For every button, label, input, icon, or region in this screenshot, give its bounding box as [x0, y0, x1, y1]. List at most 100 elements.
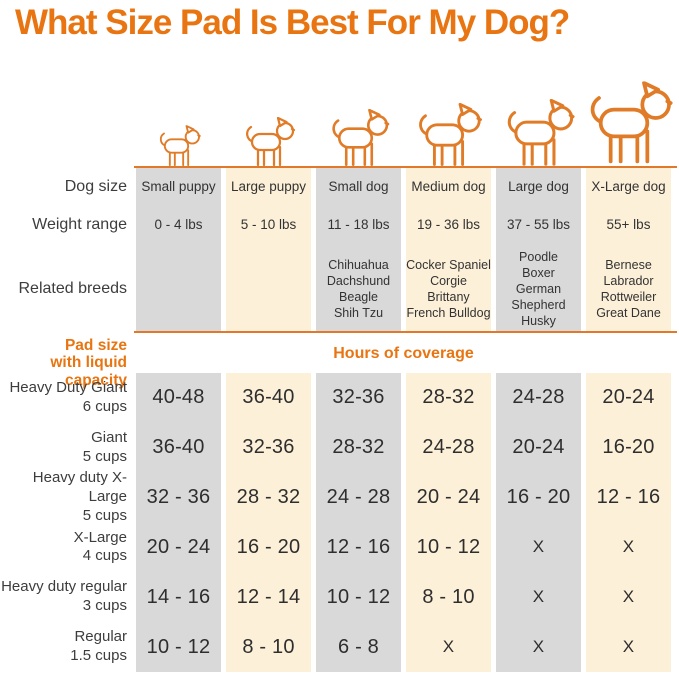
breed-name: Cocker Spaniel — [406, 258, 491, 272]
cell-dog-size: Medium dog — [411, 179, 486, 195]
cell-related-breeds: Poodle Boxer German Shepherd Husky — [496, 246, 581, 332]
cell-dog-size: Large puppy — [230, 179, 307, 195]
column-band-upper — [226, 168, 311, 332]
pad-cell-hours: 10 - 12 — [146, 635, 211, 658]
cell-dog-size: X-Large dog — [591, 179, 666, 195]
hours-of-coverage-header: Hours of coverage — [333, 345, 474, 362]
column-band-lower — [586, 373, 671, 672]
pad-cell-hours: 24-28 — [422, 436, 475, 459]
pad-cell-hours: X — [442, 637, 455, 657]
dog-icon — [579, 79, 679, 167]
pad-row-name: Regular — [74, 628, 127, 646]
section-divider — [134, 331, 677, 333]
pad-size-label: Pad size with liquid capacity — [0, 337, 131, 389]
column-band-upper — [496, 168, 581, 332]
pad-cell-hours: 6 - 8 — [337, 635, 380, 658]
dog-icon — [410, 103, 487, 167]
pad-row-capacity: 4 cups — [82, 547, 127, 565]
pad-cell-hours: 36-40 — [152, 436, 205, 459]
pad-cell-hours: 10 - 12 — [326, 585, 391, 608]
pad-row-capacity: 3 cups — [82, 597, 127, 615]
pad-row-label: Giant 5 cups — [0, 423, 131, 473]
pad-cell-hours: 20 - 24 — [416, 486, 481, 509]
pad-row-capacity: 5 cups — [82, 447, 127, 465]
pad-row-label: Heavy duty regular 3 cups — [0, 572, 131, 622]
pad-cell-hours: X — [622, 537, 635, 557]
breed-name: Rottweiler — [600, 290, 657, 304]
dog-icon — [324, 109, 394, 167]
pad-cell-hours: 32 - 36 — [146, 486, 211, 509]
breed-name: French Bulldog — [406, 306, 491, 320]
column-band-upper — [316, 168, 401, 332]
pad-row-name: Heavy duty X-Large — [32, 469, 127, 506]
pad-row-label: Regular 1.5 cups — [0, 622, 131, 672]
column-band-lower — [226, 373, 311, 672]
breed-name: Beagle — [339, 290, 378, 304]
pad-row-name: X-Large — [73, 528, 127, 546]
pad-row-name: Giant — [91, 428, 127, 446]
cell-related-breeds: Cocker Spaniel Corgie Brittany French Bulld… — [406, 246, 491, 332]
pad-cell-hours: 16-20 — [602, 436, 655, 459]
dog-size-row: Dog size Small puppy Large puppy Small dog… — [0, 170, 671, 204]
pad-cell-hours: X — [622, 587, 635, 607]
pad-cell-hours: 20-24 — [602, 386, 655, 409]
cell-weight-range: 19 - 36 lbs — [416, 217, 481, 233]
cell-dog-size: Small puppy — [141, 179, 216, 195]
column-band-lower — [406, 373, 491, 672]
column-band-upper — [406, 168, 491, 332]
breed-name: Shih Tzu — [333, 306, 384, 320]
pad-row-capacity: 5 cups — [82, 506, 127, 524]
pad-cell-hours: 16 - 20 — [236, 535, 301, 558]
pad-cell-hours: 10 - 12 — [416, 535, 481, 558]
dog-size-label: Dog size — [64, 178, 127, 196]
baseline-divider — [134, 166, 677, 168]
pad-cell-hours: 12 - 16 — [596, 486, 661, 509]
pad-cell-hours: 12 - 14 — [236, 585, 301, 608]
pad-cell-hours: 40-48 — [152, 386, 205, 409]
weight-range-row: Weight range 0 - 4 lbs 5 - 10 lbs 11 - 18 … — [0, 204, 671, 246]
pad-cell-hours: X — [532, 587, 545, 607]
pad-cell-hours: 32-36 — [242, 436, 295, 459]
pad-cell-hours: 8 - 10 — [242, 635, 295, 658]
pad-row-label: Heavy Duty Giant 6 cups — [0, 373, 131, 423]
pad-cell-hours: 28 - 32 — [236, 486, 301, 509]
breed-name: Poodle — [519, 250, 558, 264]
pad-row-capacity: 6 cups — [82, 397, 127, 415]
cell-related-breeds — [136, 246, 221, 332]
pad-cell-hours: 36-40 — [242, 386, 295, 409]
column-band-upper — [136, 168, 221, 332]
breed-name: Dachshund — [326, 274, 391, 288]
pad-row-capacity: 1.5 cups — [70, 647, 127, 665]
breed-name: Labrador — [603, 274, 654, 288]
pad-cell-hours: 20-24 — [512, 436, 565, 459]
breed-name: Husky — [521, 314, 556, 328]
pad-cell-hours: X — [532, 537, 545, 557]
pad-size-label-line2: with liquid capacity — [50, 354, 127, 389]
pad-row-label: Heavy duty X-Large 5 cups — [0, 469, 131, 524]
column-band-lower — [316, 373, 401, 672]
pad-size-label-line1: Pad size — [64, 337, 127, 354]
breed-name: Bernese — [605, 258, 652, 272]
cell-weight-range: 0 - 4 lbs — [154, 217, 203, 233]
pad-row-label: X-Large 4 cups — [0, 522, 131, 572]
cell-related-breeds — [226, 246, 311, 332]
cell-weight-range: 37 - 55 lbs — [506, 217, 571, 233]
pad-grid: Heavy Duty Giant 6 cups 40-48 36-40 32-36 28-… — [0, 373, 671, 672]
pad-cell-hours: 8 - 10 — [422, 585, 475, 608]
breed-name: Corgie — [430, 274, 467, 288]
pad-cell-hours: 28-32 — [422, 386, 475, 409]
cell-weight-range: 5 - 10 lbs — [240, 217, 297, 233]
pad-cell-hours: 24-28 — [512, 386, 565, 409]
breed-name: Chihuahua — [328, 258, 389, 272]
cell-weight-range: 55+ lbs — [606, 217, 651, 233]
pad-cell-hours: 16 - 20 — [506, 486, 571, 509]
cell-dog-size: Small dog — [328, 179, 389, 195]
related-breeds-label: Related breeds — [18, 280, 127, 298]
pad-row-name: Heavy Duty Giant — [9, 379, 127, 397]
pad-cell-hours: 28-32 — [332, 436, 385, 459]
weight-range-label: Weight range — [32, 216, 127, 234]
cell-weight-range: 11 - 18 lbs — [327, 217, 390, 233]
cell-related-breeds: Chihuahua Dachshund Beagle Shih Tzu — [316, 246, 401, 332]
column-band-lower — [136, 373, 221, 672]
